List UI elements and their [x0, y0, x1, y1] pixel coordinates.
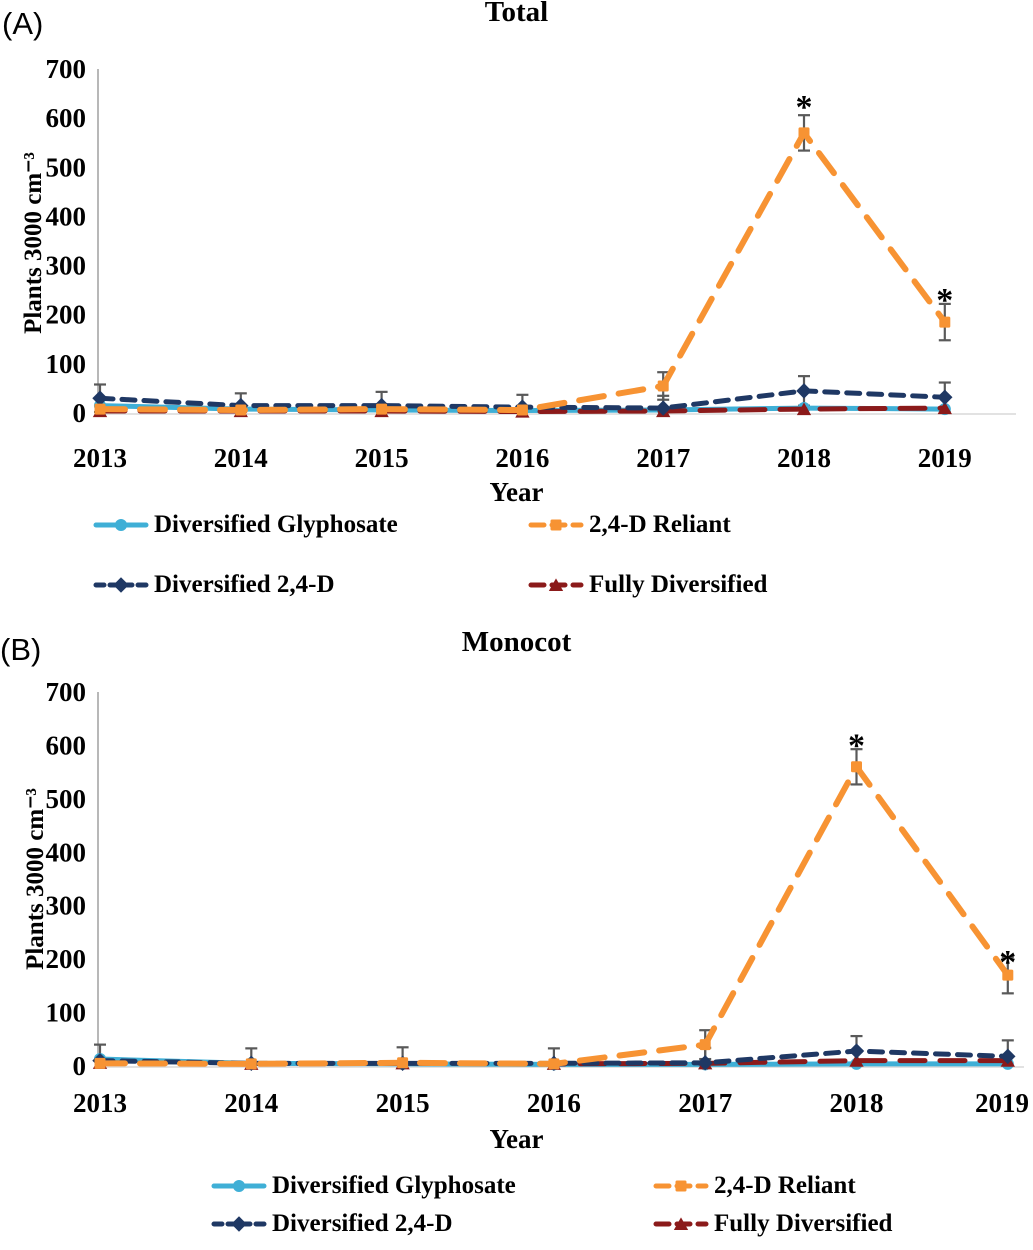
svg-text:400: 400	[46, 201, 87, 231]
svg-text:*: *	[936, 282, 953, 319]
svg-text:100: 100	[46, 349, 87, 379]
chart-title-total: Total	[484, 0, 549, 28]
svg-text:2016: 2016	[495, 443, 549, 473]
svg-text:2016: 2016	[527, 1088, 581, 1118]
svg-text:0: 0	[73, 1051, 87, 1081]
legend-item-diversified-glyphosate: Diversified Glyphosate	[93, 511, 398, 539]
x-axis-label-a: Year	[489, 477, 544, 507]
svg-text:2017: 2017	[678, 1088, 732, 1118]
panel-label-a: (A)	[2, 6, 44, 41]
svg-text:2019: 2019	[918, 443, 972, 473]
svg-text:300: 300	[46, 891, 87, 921]
diversified-glyphosate-line-icon	[211, 1179, 267, 1193]
svg-text:*: *	[796, 89, 813, 126]
legend-item-diversified-24d: Diversified 2,4-D	[93, 571, 335, 599]
svg-text:*: *	[848, 728, 865, 765]
svg-text:2019: 2019	[975, 1088, 1029, 1118]
diversified-24d-line-icon	[211, 1216, 267, 1232]
svg-text:2015: 2015	[376, 1088, 430, 1118]
chart-title-monocot: Monocot	[461, 626, 572, 658]
svg-text:700: 700	[46, 54, 87, 84]
diversified-glyphosate-line-icon	[93, 518, 149, 532]
svg-text:2018: 2018	[777, 443, 831, 473]
x-axis-label-b: Year	[489, 1124, 544, 1154]
legend-item-fully-diversified-b: Fully Diversified	[653, 1210, 892, 1238]
svg-text:2014: 2014	[214, 443, 268, 473]
svg-text:2018: 2018	[830, 1088, 884, 1118]
svg-text:2013: 2013	[73, 1088, 127, 1118]
panel-label-b: (B)	[0, 632, 42, 667]
svg-text:*: *	[999, 944, 1016, 981]
svg-text:200: 200	[46, 300, 87, 330]
svg-text:0: 0	[73, 398, 87, 428]
svg-text:600: 600	[46, 103, 87, 133]
fully-diversified-line-icon	[653, 1217, 709, 1231]
legend-item-fully-diversified: Fully Diversified	[528, 571, 767, 599]
svg-text:2013: 2013	[73, 443, 127, 473]
legend-item-24d-reliant-b: 2,4-D Reliant	[653, 1172, 856, 1200]
legend-item-diversified-24d-b: Diversified 2,4-D	[211, 1210, 453, 1238]
svg-text:2015: 2015	[355, 443, 409, 473]
svg-text:2017: 2017	[636, 443, 690, 473]
monocot-chart: 0 100 200 300 400 500 600 700 2013 2014 2015 2016 20…	[46, 677, 1030, 1118]
svg-text:700: 700	[46, 677, 87, 707]
svg-text:400: 400	[46, 837, 87, 867]
legend-item-diversified-glyphosate-b: Diversified Glyphosate	[211, 1172, 516, 1200]
svg-text:600: 600	[46, 730, 87, 760]
total-chart: 0 100 200 300 400 500 600 700 2013 2014 2015 2016 20…	[46, 54, 1016, 473]
svg-text:100: 100	[46, 998, 87, 1028]
diversified-24d-line-icon	[93, 577, 149, 593]
legend-item-24d-reliant: 2,4-D Reliant	[528, 511, 731, 539]
svg-text:500: 500	[46, 784, 87, 814]
fully-diversified-line-icon	[528, 578, 584, 592]
svg-text:2014: 2014	[224, 1088, 278, 1118]
svg-text:200: 200	[46, 944, 87, 974]
svg-text:300: 300	[46, 251, 87, 281]
24d-reliant-line-icon	[653, 1180, 709, 1192]
24d-reliant-line-icon	[528, 519, 584, 531]
svg-text:500: 500	[46, 152, 87, 182]
